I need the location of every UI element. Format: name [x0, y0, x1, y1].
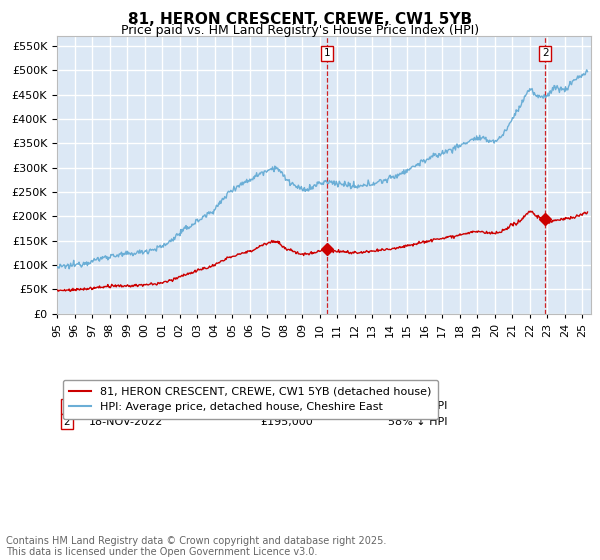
- Text: 2: 2: [63, 417, 70, 427]
- Text: 11-JUN-2010: 11-JUN-2010: [89, 402, 160, 412]
- Text: 53% ↓ HPI: 53% ↓ HPI: [388, 402, 448, 412]
- Text: 18-NOV-2022: 18-NOV-2022: [89, 417, 163, 427]
- Text: 1: 1: [63, 402, 70, 412]
- Text: £195,000: £195,000: [260, 417, 313, 427]
- Text: 81, HERON CRESCENT, CREWE, CW1 5YB: 81, HERON CRESCENT, CREWE, CW1 5YB: [128, 12, 472, 27]
- Text: 1: 1: [324, 48, 331, 58]
- Text: Price paid vs. HM Land Registry's House Price Index (HPI): Price paid vs. HM Land Registry's House …: [121, 24, 479, 37]
- Legend: 81, HERON CRESCENT, CREWE, CW1 5YB (detached house), HPI: Average price, detache: 81, HERON CRESCENT, CREWE, CW1 5YB (deta…: [62, 380, 439, 419]
- Text: Contains HM Land Registry data © Crown copyright and database right 2025.
This d: Contains HM Land Registry data © Crown c…: [6, 535, 386, 557]
- Text: 58% ↓ HPI: 58% ↓ HPI: [388, 417, 448, 427]
- Text: 2: 2: [542, 48, 548, 58]
- Text: £133,000: £133,000: [260, 402, 313, 412]
